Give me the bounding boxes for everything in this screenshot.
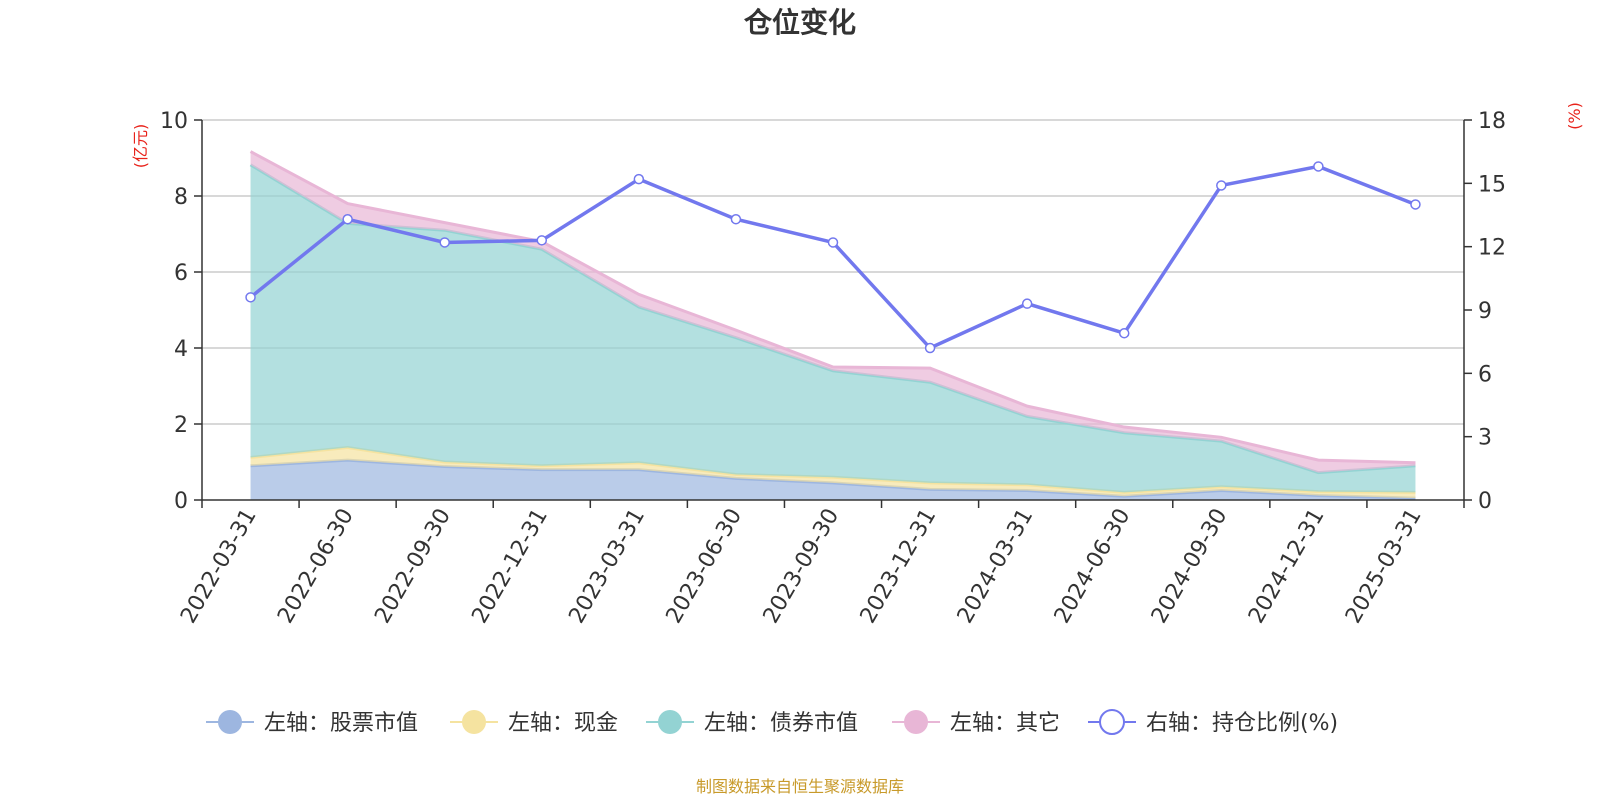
x-tick-label: 2023-09-30 (759, 505, 845, 628)
left-tick-label: 6 (174, 261, 188, 286)
holding-ratio-point (924, 342, 936, 354)
holding-ratio-point (827, 237, 839, 248)
holding-ratio-point (633, 173, 645, 185)
data-source-footer: 制图数据来自恒生聚源数据库 (696, 777, 904, 796)
x-tick-label: 2024-12-31 (1244, 505, 1330, 628)
left-axis-unit: (亿元) (131, 124, 150, 169)
x-tick-label: 2022-06-30 (273, 505, 359, 628)
chart-title: 仓位变化 (744, 6, 856, 39)
right-tick-label: 3 (1478, 426, 1492, 451)
holding-ratio-point (1118, 327, 1130, 339)
x-tick-label: 2024-06-30 (1050, 505, 1136, 628)
holding-ratio-point (1021, 298, 1033, 309)
x-tick-label: 2025-03-31 (1341, 505, 1427, 628)
area-1 (250, 447, 1416, 499)
right-axis-unit: (%) (1565, 102, 1584, 130)
x-tick-label: 2024-03-31 (953, 505, 1039, 628)
right-tick-label: 12 (1478, 236, 1506, 261)
right-tick-label: 0 (1478, 489, 1492, 514)
legend-label: 左轴：现金 (508, 711, 618, 736)
left-tick-label: 10 (160, 109, 188, 134)
right-tick-label: 18 (1478, 109, 1506, 134)
holding-ratio-point (1313, 161, 1324, 172)
area-2 (250, 164, 1416, 493)
x-tick-label: 2023-12-31 (856, 505, 942, 628)
legend-circle-icon (218, 710, 242, 734)
legend-item[interactable]: 左轴：股票市值 (206, 710, 418, 736)
legend-label: 左轴：债券市值 (704, 711, 858, 736)
legend-label: 左轴：其它 (950, 711, 1060, 736)
holding-ratio-point (342, 213, 353, 225)
holding-ratio-line (245, 161, 1421, 354)
legend-item[interactable]: 左轴：债券市值 (646, 710, 858, 736)
stacked-areas (249, 150, 1416, 500)
x-tick-label: 2024-09-30 (1147, 505, 1233, 628)
legend-circle-icon (904, 710, 928, 734)
legend-item[interactable]: 左轴：现金 (450, 710, 618, 736)
legend-circle-icon (1099, 709, 1125, 735)
legend[interactable]: 左轴：股票市值 左轴：现金 左轴：债券市值 左轴：其它 右轴：持仓比例(%) (206, 709, 1338, 736)
holding-ratio-point (1410, 199, 1421, 210)
holding-ratio-point (1216, 180, 1227, 191)
x-tick-label: 2023-03-31 (564, 505, 650, 628)
legend-item[interactable]: 左轴：其它 (892, 710, 1060, 736)
holding-ratio-point (730, 213, 742, 225)
left-tick-label: 8 (174, 185, 188, 210)
right-tick-label: 15 (1478, 172, 1506, 197)
left-tick-label: 2 (174, 413, 188, 438)
area-edge-3 (249, 150, 1416, 465)
legend-circle-icon (658, 710, 682, 734)
holding-ratio-point (439, 237, 450, 248)
holding-ratio-point (245, 292, 256, 303)
x-tick-label: 2022-03-31 (176, 505, 262, 628)
left-tick-label: 4 (174, 337, 188, 362)
holding-ratio-point (536, 235, 548, 246)
right-tick-label: 6 (1478, 362, 1492, 387)
right-tick-label: 9 (1478, 299, 1492, 324)
x-tick-label: 2023-06-30 (662, 505, 748, 628)
x-tick-label: 2022-12-31 (467, 505, 553, 628)
legend-label: 右轴：持仓比例(%) (1146, 711, 1338, 736)
legend-circle-icon (462, 710, 486, 734)
x-tick-label: 2022-09-30 (370, 505, 456, 628)
legend-label: 左轴：股票市值 (264, 711, 418, 736)
legend-item[interactable]: 右轴：持仓比例(%) (1088, 709, 1338, 736)
left-tick-label: 0 (174, 489, 188, 514)
